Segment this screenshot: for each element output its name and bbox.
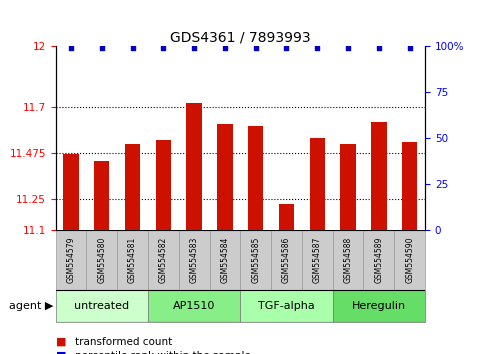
- Bar: [333, 230, 364, 290]
- Bar: [148, 230, 179, 290]
- Text: AP1510: AP1510: [173, 301, 215, 311]
- Bar: [271, 230, 302, 290]
- Bar: [248, 126, 263, 230]
- Bar: [63, 154, 79, 230]
- Text: percentile rank within the sample: percentile rank within the sample: [75, 351, 251, 354]
- Bar: [364, 230, 394, 290]
- Point: [190, 45, 198, 51]
- Text: untreated: untreated: [74, 301, 129, 311]
- Bar: [210, 230, 240, 290]
- Text: GSM554589: GSM554589: [374, 237, 384, 284]
- Bar: [186, 103, 202, 230]
- Bar: [179, 230, 210, 290]
- Bar: [240, 290, 333, 322]
- Point: [221, 45, 229, 51]
- Bar: [156, 140, 171, 230]
- Bar: [56, 230, 86, 290]
- Point: [283, 45, 290, 51]
- Text: GSM554588: GSM554588: [343, 237, 353, 283]
- Bar: [341, 144, 356, 230]
- Text: GSM554579: GSM554579: [67, 237, 75, 284]
- Text: GSM554584: GSM554584: [220, 237, 229, 284]
- Point: [159, 45, 167, 51]
- Bar: [86, 230, 117, 290]
- Text: transformed count: transformed count: [75, 337, 172, 347]
- Text: agent ▶: agent ▶: [9, 301, 53, 311]
- Text: GSM554582: GSM554582: [159, 237, 168, 283]
- Point: [313, 45, 321, 51]
- Bar: [371, 122, 386, 230]
- Bar: [333, 290, 425, 322]
- Bar: [117, 230, 148, 290]
- Text: GSM554585: GSM554585: [251, 237, 260, 284]
- Point: [375, 45, 383, 51]
- Text: ■: ■: [56, 351, 66, 354]
- Bar: [217, 124, 233, 230]
- Text: ■: ■: [56, 337, 66, 347]
- Point: [252, 45, 259, 51]
- Text: Heregulin: Heregulin: [352, 301, 406, 311]
- Bar: [302, 230, 333, 290]
- Point: [344, 45, 352, 51]
- Bar: [402, 142, 417, 230]
- Text: GSM554586: GSM554586: [282, 237, 291, 284]
- Bar: [310, 138, 325, 230]
- Bar: [125, 144, 140, 230]
- Bar: [56, 290, 148, 322]
- Point: [98, 45, 106, 51]
- Bar: [148, 290, 241, 322]
- Bar: [394, 230, 425, 290]
- Bar: [279, 204, 294, 230]
- Text: GSM554587: GSM554587: [313, 237, 322, 284]
- Text: TGF-alpha: TGF-alpha: [258, 301, 315, 311]
- Point: [128, 45, 136, 51]
- Bar: [94, 161, 110, 230]
- Text: GSM554581: GSM554581: [128, 237, 137, 283]
- Title: GDS4361 / 7893993: GDS4361 / 7893993: [170, 31, 311, 45]
- Point: [406, 45, 413, 51]
- Point: [67, 45, 75, 51]
- Text: GSM554583: GSM554583: [190, 237, 199, 284]
- Bar: [240, 230, 271, 290]
- Text: GSM554590: GSM554590: [405, 237, 414, 284]
- Text: GSM554580: GSM554580: [97, 237, 106, 284]
